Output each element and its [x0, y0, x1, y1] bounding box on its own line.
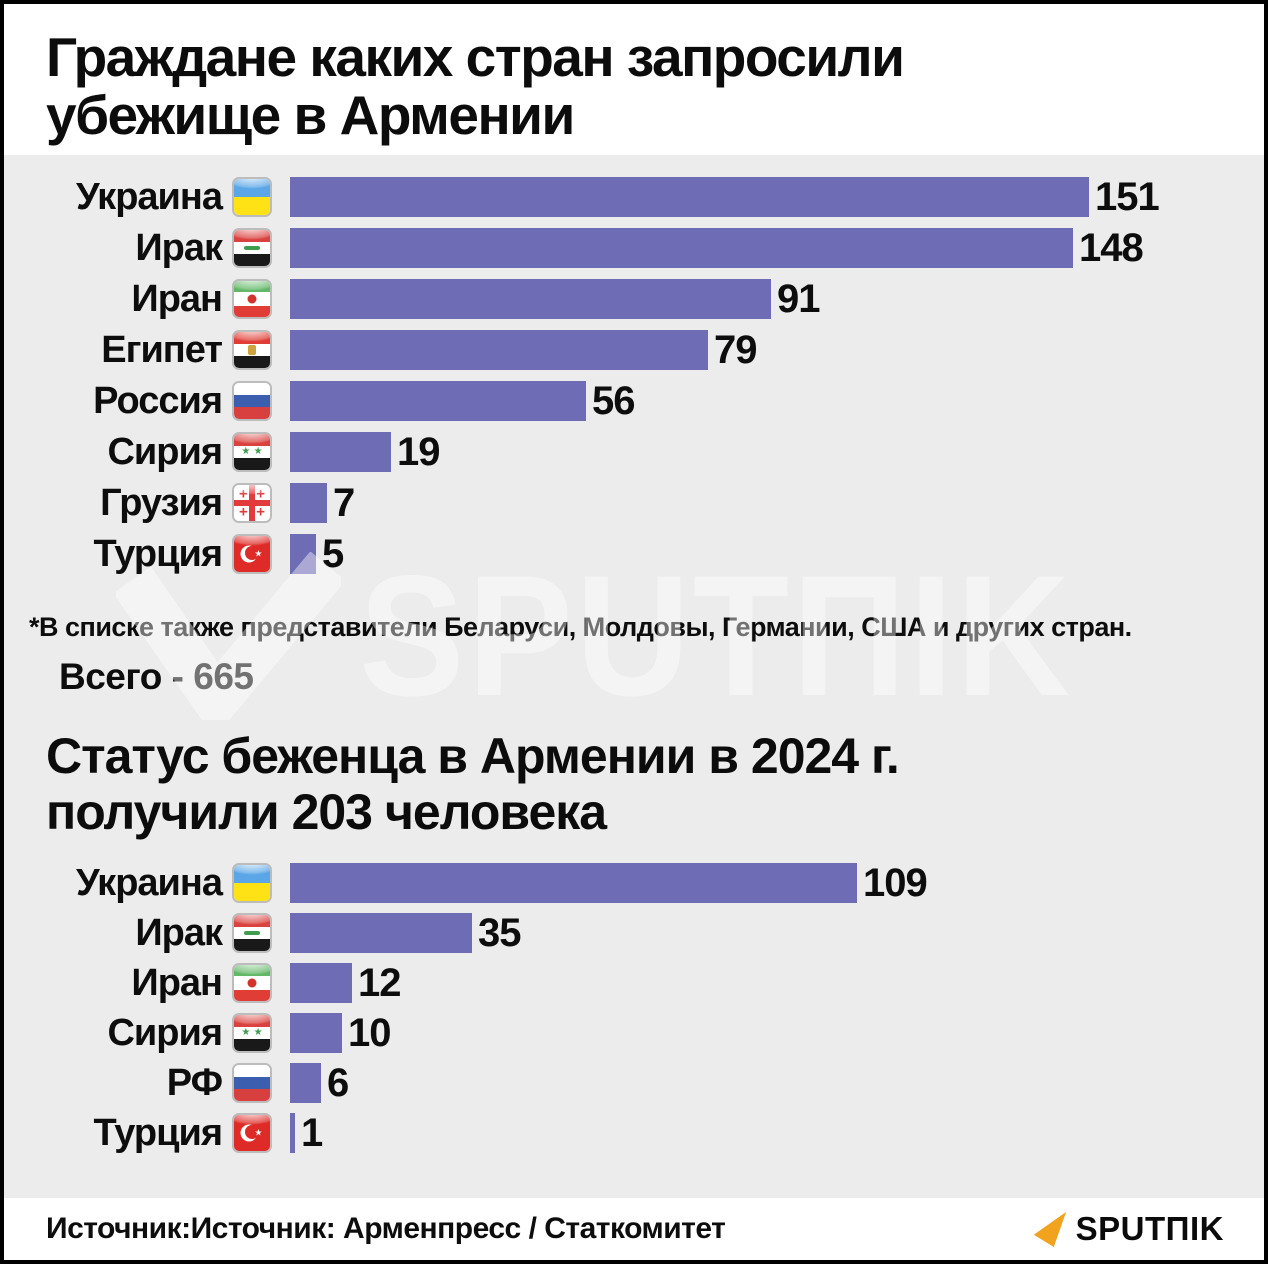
value-bar [290, 863, 857, 903]
bar-value-label: 12 [358, 961, 401, 1005]
sputnik-wordmark: SPUTΠIK [1075, 1210, 1224, 1247]
chart-asylum-requests: Украина 151 Ирак 148 Иран 91 Египет 79 Россия 56 С… [4, 155, 1264, 574]
chart-row: Сирия ★ ★ 19 [8, 432, 1264, 472]
flag-syria-icon: ★ ★ [232, 432, 272, 472]
bar-value-label: 1 [301, 1111, 323, 1155]
bar-value-label: 148 [1079, 226, 1144, 270]
value-bar [290, 432, 391, 472]
chart-row: Иран 12 [8, 963, 1264, 1003]
flag-iraq-icon [232, 913, 272, 953]
flag-iran-icon [232, 963, 272, 1003]
bar-value-label: 35 [478, 911, 521, 955]
header: Граждане каких стран запросили убежище в… [4, 4, 1264, 155]
bar-value-label: 10 [348, 1011, 391, 1055]
country-label: Украина [75, 862, 223, 904]
value-bar [290, 483, 327, 523]
bar-value-label: 56 [592, 379, 635, 423]
chart-row: РФ 6 [8, 1063, 1264, 1103]
bar-value-label: 7 [333, 481, 355, 525]
chart2-title-line1: Статус беженца в Армении в 2024 г. [46, 728, 900, 784]
flag-russia-icon [232, 1063, 272, 1103]
chart2-title-line2: получили 203 человека [46, 784, 607, 840]
country-label: Турция [93, 1112, 223, 1154]
country-label: Египет [101, 329, 223, 371]
bar-value-label: 79 [714, 328, 757, 372]
chart-row: Иран 91 [8, 279, 1264, 319]
value-bar [290, 1113, 295, 1153]
page-title-line1: Граждане каких стран запросили [46, 26, 905, 88]
chart-row: Грузия + + + + 7 [8, 483, 1264, 523]
chart-refugee-status: Украина 109 Ирак 35 Иран 12 Сирия ★ ★ 10 РФ 6 Турция… [4, 863, 1264, 1153]
value-bar [290, 279, 771, 319]
chart-row: Турция ★ 5 [8, 534, 1264, 574]
country-label: РФ [166, 1062, 223, 1104]
value-bar [290, 1013, 342, 1053]
country-label: Ирак [135, 912, 223, 954]
flag-iraq-icon [232, 228, 272, 268]
chart-row: Турция ★ 1 [8, 1113, 1264, 1153]
flag-russia-icon [232, 381, 272, 421]
flag-ukraine-icon [232, 863, 272, 903]
footer: Источник:Источник: Арменпресс / Статкоми… [4, 1198, 1264, 1260]
value-bar [290, 177, 1089, 217]
sputnik-logo: SPUTΠIK [1031, 1209, 1224, 1249]
flag-egypt-icon [232, 330, 272, 370]
bar-value-label: 151 [1095, 175, 1160, 219]
bar-value-label: 109 [863, 861, 928, 905]
value-bar [290, 330, 708, 370]
bar-value-label: 91 [777, 277, 820, 321]
bar-value-label: 6 [327, 1061, 349, 1105]
chart-row: Египет 79 [8, 330, 1264, 370]
source-text: Источник:Источник: Арменпресс / Статкоми… [46, 1212, 726, 1245]
flag-syria-icon: ★ ★ [232, 1013, 272, 1053]
chart-row: Сирия ★ ★ 10 [8, 1013, 1264, 1053]
country-label: Иран [131, 278, 223, 320]
bar-value-label: 5 [322, 532, 344, 576]
country-label: Ирак [135, 227, 223, 269]
flag-iran-icon [232, 279, 272, 319]
flag-georgia-icon: + + + + [232, 483, 272, 523]
chart-row: Россия 56 [8, 381, 1264, 421]
chart2-title: Статус беженца в Армении в 2024 г. получ… [46, 728, 1264, 840]
page-title-line2: убежище в Армении [46, 84, 575, 146]
value-bar [290, 1063, 321, 1103]
chart-footnote: *В списке также представители Беларуси, … [29, 612, 1132, 642]
chart-row: Ирак 35 [8, 913, 1264, 953]
country-label: Иран [131, 962, 223, 1004]
value-bar [290, 381, 586, 421]
sputnik-arrow-icon [1033, 1211, 1066, 1248]
total-label: Всего - 665 [59, 656, 254, 697]
chart-row: Украина 109 [8, 863, 1264, 903]
value-bar [290, 534, 316, 574]
country-label: Украина [75, 176, 223, 218]
country-label: Сирия [107, 1012, 223, 1054]
value-bar [290, 228, 1073, 268]
flag-turkey-icon: ★ [232, 1113, 272, 1153]
flag-turkey-icon: ★ [232, 534, 272, 574]
value-bar [290, 913, 472, 953]
chart-row: Ирак 148 [8, 228, 1264, 268]
bar-value-label: 19 [397, 430, 440, 474]
country-label: Россия [93, 380, 223, 422]
chart-row: Украина 151 [8, 177, 1264, 217]
country-label: Грузия [100, 482, 223, 524]
flag-ukraine-icon [232, 177, 272, 217]
country-label: Турция [93, 533, 223, 575]
country-label: Сирия [107, 431, 223, 473]
value-bar [290, 963, 352, 1003]
